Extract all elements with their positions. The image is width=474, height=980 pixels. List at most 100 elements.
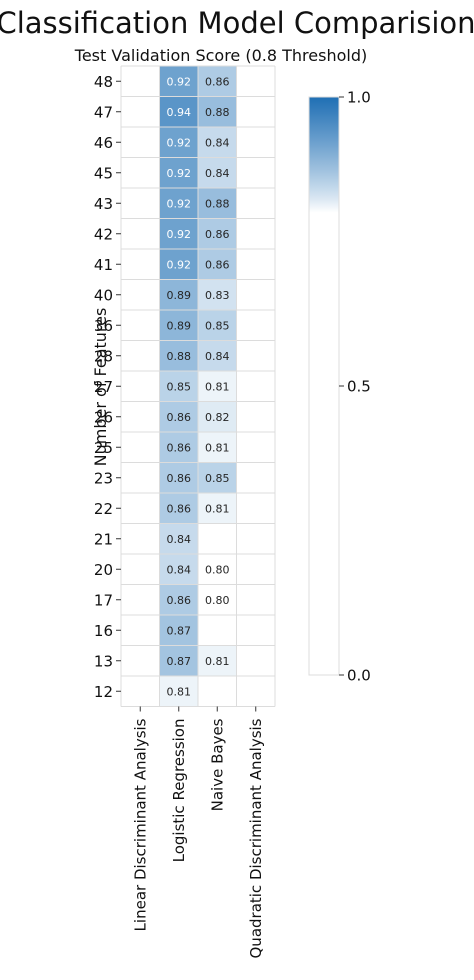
heatmap-cell xyxy=(160,310,198,340)
y-tick-label: 22 xyxy=(94,500,113,518)
colorbar-tick-label: 0.5 xyxy=(347,378,371,396)
y-tick-label: 16 xyxy=(94,622,113,640)
heatmap-cell xyxy=(160,554,198,584)
heatmap-cell xyxy=(160,432,198,462)
heatmap-cell xyxy=(160,127,198,157)
heatmap-cell xyxy=(198,188,236,218)
heatmap-cell xyxy=(160,493,198,523)
colorbar: 0.0 0.5 1.0 xyxy=(308,89,371,685)
cell-value-label: 0.83 xyxy=(205,289,230,302)
heatmap-cell xyxy=(160,463,198,493)
heatmap-cell xyxy=(198,127,236,157)
cell-value-label: 0.86 xyxy=(167,441,192,454)
cell-value-label: 0.88 xyxy=(167,350,192,363)
cell-value-label: 0.92 xyxy=(167,136,192,149)
cell-value-label: 0.86 xyxy=(205,228,230,241)
y-tick-label: 36 xyxy=(94,317,113,335)
colorbar-tick-label: 0.0 xyxy=(347,667,371,685)
heatmap-cell xyxy=(198,249,236,279)
y-tick-label: 43 xyxy=(94,195,113,213)
heatmap-cell xyxy=(198,585,236,615)
cell-value-label: 0.82 xyxy=(205,411,230,424)
heatmap-cell xyxy=(198,371,236,401)
cell-value-label: 0.88 xyxy=(205,197,230,210)
chart-title: Classification Model Comparision xyxy=(0,6,474,40)
y-tick-label: 41 xyxy=(94,256,113,274)
heatmap-cell xyxy=(160,646,198,676)
x-tick-label: Quadratic Discriminant Analysis xyxy=(247,718,265,958)
chart-subtitle: Test Validation Score (0.8 Threshold) xyxy=(74,46,367,65)
heatmap-cell xyxy=(160,402,198,432)
heatmap-cell xyxy=(198,310,236,340)
cell-value-label: 0.81 xyxy=(205,380,230,393)
y-tick-label: 46 xyxy=(94,134,113,152)
cell-value-label: 0.86 xyxy=(167,411,192,424)
x-tick-label: Logistic Regression xyxy=(170,719,188,863)
y-tick-labels: 48 47 46 45 43 42 41 40 36 28 27 26 25 23 22 21 20 17 16 13… xyxy=(94,73,121,701)
y-tick-label: 17 xyxy=(94,591,113,609)
y-tick-label: 25 xyxy=(94,439,113,457)
cell-value-label: 0.86 xyxy=(167,594,192,607)
cell-value-label: 0.92 xyxy=(167,75,192,88)
heatmap-cell xyxy=(160,524,198,554)
cell-value-label: 0.85 xyxy=(205,472,230,485)
y-axis-label: Number of Features xyxy=(91,308,110,467)
y-tick-label: 40 xyxy=(94,286,113,304)
cell-value-label: 0.88 xyxy=(205,106,230,119)
heatmap-cell xyxy=(198,463,236,493)
heatmap-cell xyxy=(198,646,236,676)
y-tick-label: 48 xyxy=(94,73,113,91)
heatmap-cell xyxy=(160,97,198,127)
cell-value-label: 0.84 xyxy=(205,167,230,180)
cell-value-label: 0.92 xyxy=(167,197,192,210)
cell-value-label: 0.89 xyxy=(167,319,192,332)
heatmap-cell xyxy=(198,97,236,127)
cell-value-label: 0.84 xyxy=(205,350,230,363)
colorbar-tick-label: 1.0 xyxy=(347,89,371,107)
cell-value-label: 0.85 xyxy=(205,319,230,332)
heatmap-cell xyxy=(160,188,198,218)
x-tick-label: Linear Discriminant Analysis xyxy=(131,718,149,931)
cell-value-label: 0.81 xyxy=(167,685,192,698)
cell-value-label: 0.87 xyxy=(167,655,192,668)
heatmap-cell xyxy=(198,402,236,432)
cell-value-label: 0.87 xyxy=(167,624,192,637)
y-tick-label: 12 xyxy=(94,683,113,701)
y-tick-label: 23 xyxy=(94,469,113,487)
y-tick-label: 47 xyxy=(94,103,113,121)
heatmap-cell xyxy=(198,341,236,371)
cell-value-label: 0.94 xyxy=(167,106,192,119)
cell-value-label: 0.92 xyxy=(167,258,192,271)
cell-value-label: 0.92 xyxy=(167,167,192,180)
heatmap-cell xyxy=(198,158,236,188)
heatmap-cell xyxy=(160,585,198,615)
heatmap-cell xyxy=(160,676,198,706)
cell-value-label: 0.85 xyxy=(167,380,192,393)
heatmap-cell xyxy=(198,432,236,462)
colorbar-gradient xyxy=(308,96,340,676)
heatmap-cell xyxy=(198,66,236,96)
cell-value-label: 0.86 xyxy=(205,258,230,271)
y-tick-label: 26 xyxy=(94,408,113,426)
heatmap-cell xyxy=(160,371,198,401)
y-tick-label: 27 xyxy=(94,378,113,396)
cell-value-label: 0.81 xyxy=(205,502,230,515)
cell-value-label: 0.86 xyxy=(205,75,230,88)
cell-value-label: 0.80 xyxy=(205,594,230,607)
cell-value-label: 0.92 xyxy=(167,228,192,241)
heatmap-cell xyxy=(160,158,198,188)
cell-value-label: 0.84 xyxy=(167,533,192,546)
heatmap-cell xyxy=(198,280,236,310)
cell-value-label: 0.81 xyxy=(205,655,230,668)
cell-value-label: 0.84 xyxy=(205,136,230,149)
x-tick-label: Naive Bayes xyxy=(208,718,226,811)
cell-value-label: 0.80 xyxy=(205,563,230,576)
x-tick-labels: Linear Discriminant Analysis Logistic Reg… xyxy=(131,706,265,959)
heatmap-cell xyxy=(160,249,198,279)
heatmap-cell xyxy=(198,493,236,523)
heatmap-cell xyxy=(198,554,236,584)
heatmap-cell xyxy=(198,219,236,249)
y-tick-label: 13 xyxy=(94,652,113,670)
cell-value-label: 0.86 xyxy=(167,502,192,515)
